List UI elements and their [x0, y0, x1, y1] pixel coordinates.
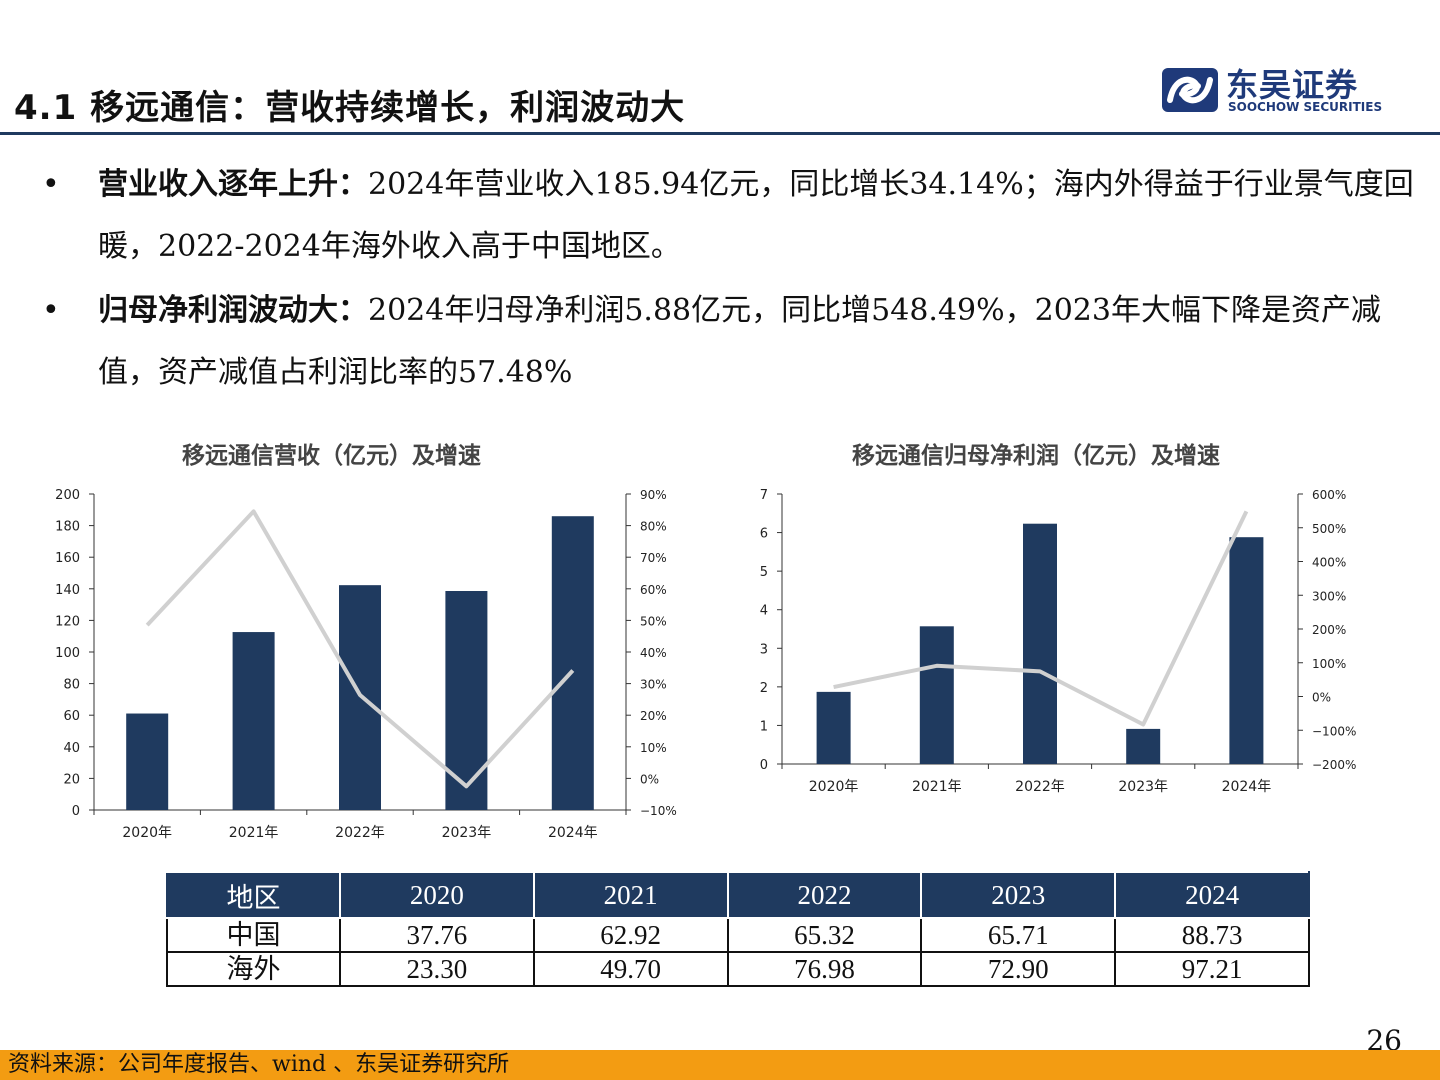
y-tick-label: 20: [63, 772, 80, 787]
table-header-cell: 地区: [166, 871, 341, 919]
y2-tick-label: −100%: [1312, 724, 1356, 738]
soochow-logo-icon: [1162, 68, 1218, 112]
bullet-dot-icon: •: [42, 167, 60, 202]
table-cell: 海外: [166, 951, 341, 987]
region-revenue-table: 地区 2020 2021 2022 2023 2024 中国 37.76 62.92 65.32…: [166, 871, 1310, 987]
y2-tick-label: 40%: [640, 646, 667, 660]
table-cell: 76.98: [726, 951, 923, 987]
y2-tick-label: 300%: [1312, 589, 1346, 603]
y-tick-label: 1: [760, 719, 768, 734]
y-tick-label: 160: [55, 551, 80, 566]
x-tick-label: 2023年: [1118, 779, 1168, 795]
bar: [1023, 523, 1057, 764]
y2-tick-label: 500%: [1312, 522, 1346, 536]
y2-tick-label: 20%: [640, 709, 667, 723]
table-header-cell: 2024: [1114, 871, 1310, 919]
table-cell: 23.30: [338, 951, 535, 987]
bullet-lead: 归母净利润波动大：: [98, 293, 368, 328]
logo-chinese-name: 东吴证券: [1226, 66, 1359, 104]
y2-tick-label: 30%: [640, 678, 667, 692]
table-header-cell: 2022: [726, 871, 923, 919]
table-row: 海外 23.30 49.70 76.98 72.90 97.21: [166, 951, 1310, 987]
y-tick-label: 180: [55, 520, 80, 535]
x-tick-label: 2021年: [912, 779, 962, 795]
bar: [1126, 728, 1161, 764]
x-tick-label: 2024年: [548, 825, 598, 841]
y2-tick-label: −200%: [1312, 758, 1356, 772]
y-tick-label: 140: [55, 583, 80, 598]
table-cell: 65.32: [726, 917, 923, 953]
bullet-lead: 营业收入逐年上升：: [98, 167, 368, 202]
y-tick-label: 80: [63, 678, 80, 693]
revenue-chart: 0 20 40 60 80 100 120 140 160 180 200 −10% 0% 10% 20% 3…: [55, 488, 677, 841]
y-tick-label: 0: [760, 758, 768, 773]
y-tick-label: 200: [55, 488, 80, 503]
y-tick-label: 40: [63, 741, 80, 756]
bullet-dot-icon: •: [42, 293, 60, 328]
y2-tick-label: 80%: [640, 520, 667, 534]
table-cell: 72.90: [920, 951, 1117, 987]
x-tick-label: 2020年: [809, 779, 859, 795]
y2-tick-label: 0%: [640, 772, 659, 786]
logo-english-name: SOOCHOW SECURITIES: [1228, 100, 1383, 114]
x-tick-label: 2022年: [1015, 779, 1065, 795]
table-cell: 49.70: [532, 951, 729, 987]
y2-tick-label: 10%: [640, 741, 667, 755]
y2-tick-label: 200%: [1312, 623, 1346, 637]
bar: [1229, 537, 1264, 764]
y2-tick-label: 400%: [1312, 556, 1346, 570]
bar: [551, 516, 594, 810]
x-tick-label: 2022年: [335, 825, 385, 841]
profit-chart: 0 1 2 3 4 5 6 7 −200% −100% 0% 100% 200% 300% 400% 500%…: [760, 488, 1357, 795]
y2-tick-label: 0%: [1312, 691, 1331, 705]
table-row: 中国 37.76 62.92 65.32 65.71 88.73: [166, 917, 1310, 953]
profit-chart-title: 移远通信归母净利润（亿元）及增速: [852, 443, 1220, 469]
bullet-body: 2024年营业收入185.94亿元，同比增长34.14%；海内外得益于行业景气度…: [98, 167, 1414, 264]
bar: [126, 713, 169, 810]
table-cell: 37.76: [338, 917, 535, 953]
revenue-chart-title: 移远通信营收（亿元）及增速: [182, 443, 481, 469]
y-tick-label: 0: [72, 804, 80, 819]
bar: [816, 691, 851, 764]
source-footer: 资料来源：公司年度报告、wind 、东吴证券研究所: [0, 1050, 1440, 1080]
y2-tick-label: 70%: [640, 551, 667, 565]
y2-tick-label: 100%: [1312, 657, 1346, 671]
table-header-cell: 2020: [338, 871, 535, 919]
y-tick-label: 120: [55, 614, 80, 629]
table-header-cell: 2023: [920, 871, 1117, 919]
y-tick-label: 7: [760, 488, 768, 503]
y2-tick-label: 90%: [640, 488, 667, 502]
x-tick-label: 2024年: [1222, 779, 1272, 795]
table-cell: 65.71: [920, 917, 1117, 953]
y-tick-label: 60: [63, 709, 80, 724]
y-tick-label: 6: [760, 527, 768, 542]
x-tick-label: 2021年: [229, 825, 279, 841]
y-tick-label: 2: [760, 681, 768, 696]
x-tick-label: 2020年: [122, 825, 172, 841]
bar: [919, 626, 954, 764]
table-cell: 97.21: [1114, 951, 1310, 987]
bar: [232, 632, 275, 810]
y-tick-label: 3: [760, 642, 768, 657]
page-title: 4.1 移远通信：营收持续增长，利润波动大: [14, 88, 686, 128]
table-cell: 中国: [166, 917, 341, 953]
bullet-body: 2024年归母净利润5.88亿元，同比增548.49%，2023年大幅下降是资产…: [98, 293, 1381, 390]
title-divider: [0, 132, 1440, 135]
y-tick-label: 100: [55, 646, 80, 661]
x-tick-label: 2023年: [442, 825, 492, 841]
y2-tick-label: 60%: [640, 583, 667, 597]
y2-tick-label: 50%: [640, 614, 667, 628]
bar: [445, 590, 488, 810]
table-header-row: 地区 2020 2021 2022 2023 2024: [166, 871, 1310, 919]
table-cell: 88.73: [1114, 917, 1310, 953]
y2-tick-label: 600%: [1312, 488, 1346, 502]
y2-tick-label: −10%: [640, 804, 677, 818]
y-tick-label: 5: [760, 565, 768, 580]
table-cell: 62.92: [532, 917, 729, 953]
y-tick-label: 4: [760, 604, 768, 619]
table-header-cell: 2021: [532, 871, 729, 919]
brand-logo: 东吴证券 SOOCHOW SECURITIES: [1160, 64, 1383, 118]
